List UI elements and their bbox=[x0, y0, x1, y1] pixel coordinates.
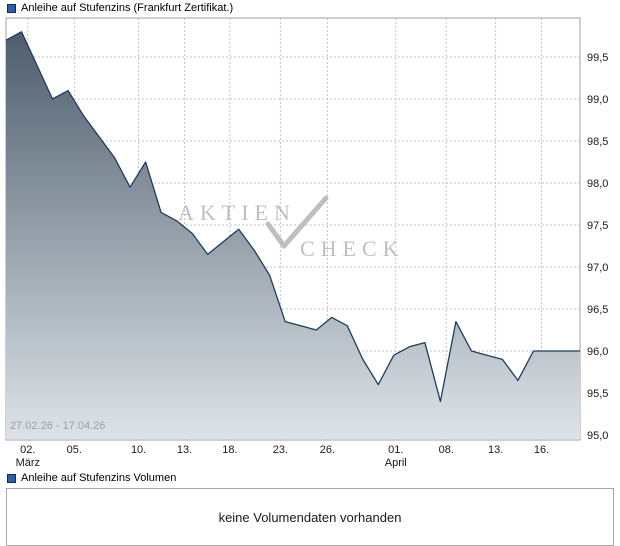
svg-text:96,5: 96,5 bbox=[587, 304, 608, 316]
svg-text:13.: 13. bbox=[177, 444, 192, 456]
price-chart: 99,5 99,0 98,5 98,0 97,5 97,0 96,5 96,0 95,5 95,0… bbox=[0, 16, 620, 470]
volume-empty-message: keine Volumendaten vorhanden bbox=[218, 509, 402, 525]
price-chart-svg: 99,5 99,0 98,5 98,0 97,5 97,0 96,5 96,0 95,5 95,0… bbox=[5, 17, 608, 469]
volume-panel: keine Volumendaten vorhanden bbox=[6, 488, 614, 546]
svg-text:96,0: 96,0 bbox=[587, 346, 608, 358]
svg-text:26.: 26. bbox=[320, 444, 335, 456]
svg-text:08.: 08. bbox=[439, 444, 454, 456]
volume-series-icon bbox=[7, 473, 16, 483]
svg-text:10.: 10. bbox=[131, 444, 146, 456]
svg-text:97,0: 97,0 bbox=[587, 262, 608, 274]
svg-text:99,5: 99,5 bbox=[587, 52, 608, 64]
svg-text:95,0: 95,0 bbox=[587, 430, 608, 442]
price-series-label: Anleihe auf Stufenzins (Frankfurt Zertif… bbox=[21, 2, 234, 14]
svg-text:95,5: 95,5 bbox=[587, 388, 608, 400]
svg-text:16.: 16. bbox=[534, 444, 549, 456]
price-legend: Anleihe auf Stufenzins (Frankfurt Zertif… bbox=[0, 0, 620, 16]
svg-text:98,5: 98,5 bbox=[587, 136, 608, 148]
svg-text:99,0: 99,0 bbox=[587, 94, 608, 106]
svg-text:März: März bbox=[16, 457, 40, 469]
price-series-icon bbox=[7, 3, 16, 13]
svg-text:97,5: 97,5 bbox=[587, 220, 608, 232]
svg-text:01.: 01. bbox=[388, 444, 403, 456]
svg-text:13.: 13. bbox=[488, 444, 503, 456]
svg-text:23.: 23. bbox=[273, 444, 288, 456]
svg-text:02.: 02. bbox=[20, 444, 35, 456]
svg-text:April: April bbox=[385, 457, 407, 469]
volume-legend: Anleihe auf Stufenzins Volumen bbox=[0, 470, 620, 486]
svg-text:05.: 05. bbox=[67, 444, 82, 456]
volume-series-label: Anleihe auf Stufenzins Volumen bbox=[21, 472, 177, 484]
svg-text:98,0: 98,0 bbox=[587, 178, 608, 190]
svg-text:18.: 18. bbox=[222, 444, 237, 456]
